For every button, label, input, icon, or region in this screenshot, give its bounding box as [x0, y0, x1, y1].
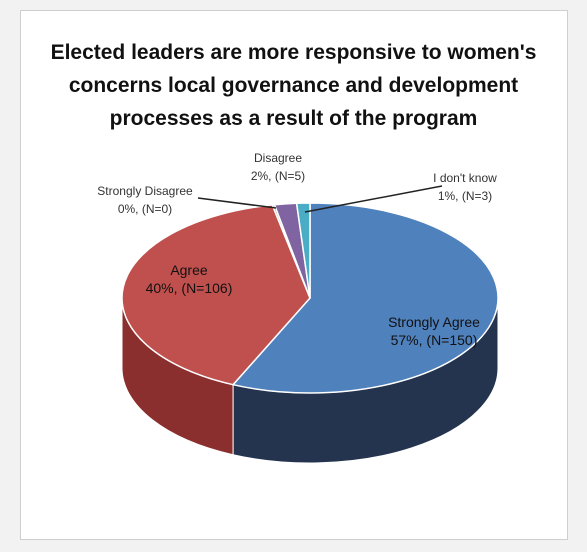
leader-line-4 — [304, 185, 443, 213]
slice-label-3-line-2: 2%, (N=5) — [251, 169, 305, 183]
slice-label-2-line-1: Strongly Disagree — [97, 184, 193, 198]
slice-label-4-line-2: 1%, (N=3) — [438, 189, 492, 203]
pie-slice-strongly-agree — [231, 202, 499, 394]
pie-labels: Strongly Agree 57%, (N=150) Agree 40%, (N=1… — [97, 151, 497, 348]
pie-tops — [121, 202, 499, 394]
pie-slice-agree — [121, 204, 311, 386]
slice-label-0-line-2: 57%, (N=150) — [391, 332, 478, 348]
leader-line-2 — [197, 197, 277, 209]
pie-leader-lines — [197, 185, 443, 213]
slice-label-1-line-2: 40%, (N=106) — [146, 280, 233, 296]
pie-slice-i-don-t-know — [295, 202, 311, 299]
slice-label-4-line-1: I don't know — [433, 171, 497, 185]
slice-label-2-line-2: 0%, (N=0) — [118, 202, 172, 216]
slice-label-0-line-1: Strongly Agree — [388, 314, 480, 330]
chart-title: Elected leaders are more responsive to w… — [50, 41, 537, 130]
slice-label-3-line-1: Disagree — [254, 151, 302, 165]
slice-label-1-line-1: Agree — [170, 262, 208, 278]
